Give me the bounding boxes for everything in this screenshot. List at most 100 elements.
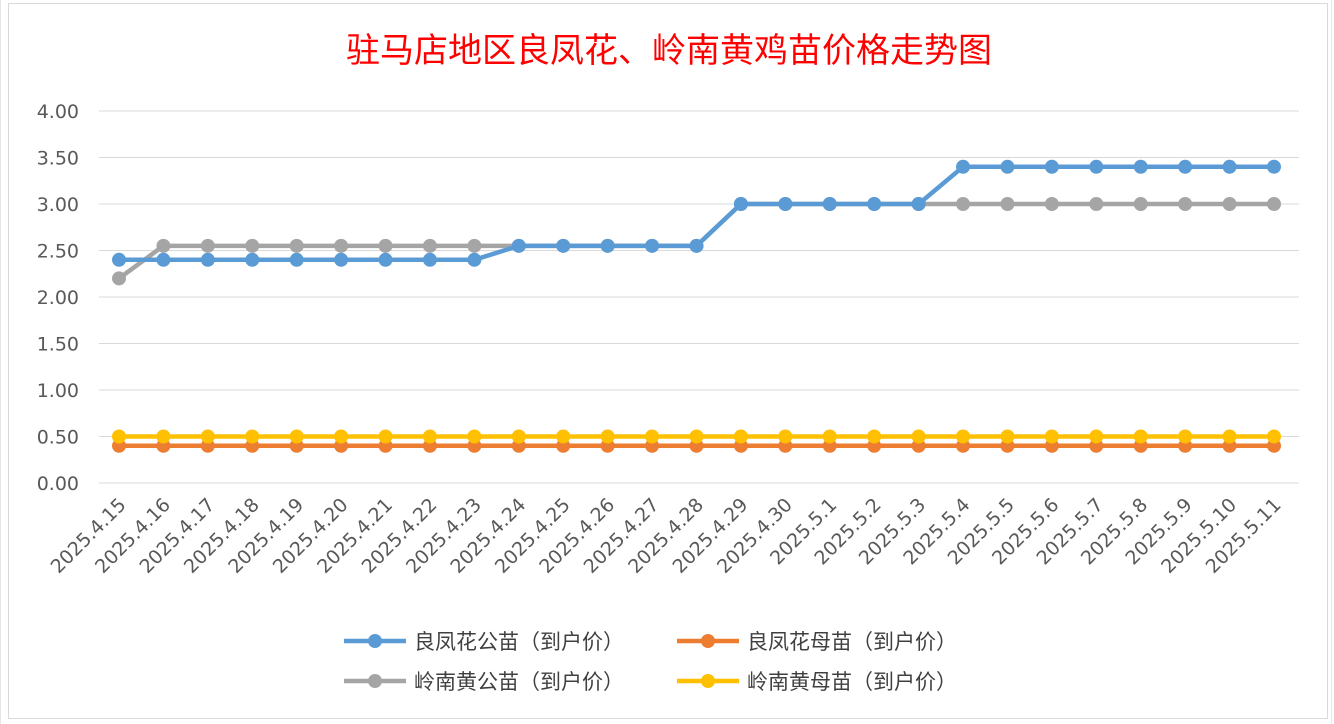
data-point[interactable] [600,238,615,253]
data-point[interactable] [822,197,837,211]
data-point[interactable] [911,429,926,444]
data-point[interactable] [245,252,260,267]
data-point[interactable] [200,429,215,444]
y-tick-label: 3.50 [37,148,79,170]
data-point[interactable] [112,271,126,286]
data-point[interactable] [956,197,971,211]
data-point[interactable] [112,252,126,267]
legend-entry[interactable]: 岭南黄公苗（到户价） [344,670,624,694]
data-point[interactable] [289,252,304,267]
data-point[interactable] [156,429,171,444]
data-point[interactable] [1267,429,1281,444]
data-point[interactable] [467,429,482,444]
data-point[interactable] [1178,159,1193,174]
data-point[interactable] [867,197,882,211]
data-point[interactable] [1089,197,1104,211]
data-point[interactable] [1222,429,1237,444]
data-point[interactable] [911,197,926,211]
legend-swatch-marker [701,674,715,688]
data-point[interactable] [422,238,437,253]
sheet-gridline-right [1331,0,1332,724]
data-point[interactable] [645,429,660,444]
data-point[interactable] [867,429,882,444]
data-point[interactable] [1000,197,1015,211]
data-point[interactable] [334,429,349,444]
series-0 [112,159,1281,267]
data-point[interactable] [245,429,260,444]
data-point[interactable] [200,238,215,253]
data-point[interactable] [1222,159,1237,174]
y-axis-ticks: 0.00 0.50 1.00 1.50 2.00 2.50 3.00 3.50 4.00 [37,101,79,495]
series-3 [112,429,1281,444]
data-point[interactable] [1267,159,1281,174]
data-point[interactable] [1178,429,1193,444]
legend-entry[interactable]: 良凤花母苗（到户价） [677,630,957,654]
data-point[interactable] [645,238,660,253]
legend-swatch-marker [368,674,382,688]
legend-entry[interactable]: 岭南黄母苗（到户价） [677,670,957,694]
data-point[interactable] [733,429,748,444]
legend: 良凤花公苗（到户价） 良凤花母苗（到户价） 岭南黄公苗（到户价） 岭南黄母苗（到户价） [344,630,957,694]
series-lines [112,159,1281,453]
data-point[interactable] [378,238,393,253]
y-tick-label: 0.00 [37,473,79,495]
y-tick-label: 2.00 [37,287,79,309]
data-point[interactable] [1133,159,1148,174]
data-point[interactable] [778,197,793,211]
line-chart: 驻马店地区良凤花、岭南黄鸡苗价格走势图 0.00 0.50 1.00 1.50 2.00… [37,31,1299,694]
data-point[interactable] [600,429,615,444]
data-point[interactable] [334,252,349,267]
y-tick-label: 4.00 [37,101,79,123]
data-point[interactable] [556,238,571,253]
data-point[interactable] [378,429,393,444]
data-point[interactable] [467,252,482,267]
data-point[interactable] [733,197,748,211]
data-point[interactable] [467,238,482,253]
data-point[interactable] [156,238,171,253]
data-point[interactable] [112,429,126,444]
data-point[interactable] [1089,429,1104,444]
data-point[interactable] [1000,159,1015,174]
legend-label: 良凤花母苗（到户价） [747,630,957,654]
y-tick-label: 2.50 [37,241,79,263]
data-point[interactable] [1133,429,1148,444]
data-point[interactable] [689,238,704,253]
data-point[interactable] [334,238,349,253]
y-tick-label: 3.00 [37,194,79,216]
data-point[interactable] [1089,159,1104,174]
data-point[interactable] [689,429,704,444]
data-point[interactable] [289,238,304,253]
data-point[interactable] [511,429,526,444]
data-point[interactable] [378,252,393,267]
chart-title: 驻马店地区良凤花、岭南黄鸡苗价格走势图 [346,31,992,71]
data-point[interactable] [1000,429,1015,444]
data-point[interactable] [200,252,215,267]
y-tick-label: 1.50 [37,334,79,356]
data-point[interactable] [422,429,437,444]
data-point[interactable] [956,159,971,174]
legend-swatch-marker [701,634,715,648]
legend-swatch-marker [368,634,382,648]
data-point[interactable] [1178,197,1193,211]
data-point[interactable] [1133,197,1148,211]
data-point[interactable] [1044,429,1059,444]
legend-entry[interactable]: 良凤花公苗（到户价） [344,630,624,654]
legend-label: 岭南黄公苗（到户价） [414,670,624,694]
data-point[interactable] [956,429,971,444]
legend-label: 岭南黄母苗（到户价） [747,670,957,694]
chart-area[interactable]: 驻马店地区良凤花、岭南黄鸡苗价格走势图 0.00 0.50 1.00 1.50 2.00… [8,3,1328,719]
legend-label: 良凤花公苗（到户价） [414,630,624,654]
y-tick-label: 1.00 [37,380,79,402]
data-point[interactable] [422,252,437,267]
data-point[interactable] [1044,159,1059,174]
data-point[interactable] [245,238,260,253]
data-point[interactable] [1222,197,1237,211]
data-point[interactable] [511,238,526,253]
data-point[interactable] [156,252,171,267]
data-point[interactable] [1044,197,1059,211]
data-point[interactable] [556,429,571,444]
data-point[interactable] [822,429,837,444]
data-point[interactable] [778,429,793,444]
data-point[interactable] [1267,197,1281,211]
data-point[interactable] [289,429,304,444]
